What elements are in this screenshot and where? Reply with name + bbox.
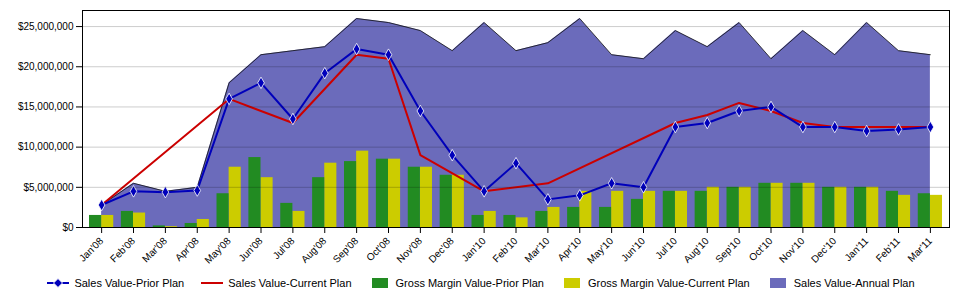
svg-text:$10,000,000: $10,000,000 <box>18 141 74 152</box>
svg-text:Nov'08: Nov'08 <box>394 235 424 265</box>
svg-text:May'08: May'08 <box>202 235 233 266</box>
svg-text:Feb'11: Feb'11 <box>874 235 903 264</box>
html-text:Sales Value-Annual Plan: Sales Value-Annual Plan <box>793 277 915 289</box>
svg-text:$25,000,000: $25,000,000 <box>18 21 74 32</box>
svg-text:Feb'10: Feb'10 <box>490 235 519 264</box>
svg-text:Aug'08: Aug'08 <box>299 235 329 265</box>
svg-text:Oct'10: Oct'10 <box>747 235 775 263</box>
svg-text:Jun'08: Jun'08 <box>236 235 265 264</box>
svg-text:Dec'10: Dec'10 <box>809 235 839 265</box>
svg-text:$20,000,000: $20,000,000 <box>18 61 74 72</box>
svg-text:Oct'08: Oct'08 <box>364 235 392 263</box>
svg-text:Feb'08: Feb'08 <box>108 235 137 264</box>
svg-text:May'10: May'10 <box>585 235 616 266</box>
svg-text:Nov'10: Nov'10 <box>777 235 807 265</box>
svg-text:Apr'10: Apr'10 <box>555 235 583 263</box>
svg-text:Jan'08: Jan'08 <box>77 235 106 264</box>
svg-text:Jun'10: Jun'10 <box>619 235 648 264</box>
html-text:Sales Value-Prior Plan: Sales Value-Prior Plan <box>74 277 185 289</box>
svg-text:Mar'08: Mar'08 <box>140 235 169 264</box>
svg-text:Dec'08: Dec'08 <box>426 235 456 265</box>
html-text:Sales Value-Current Plan: Sales Value-Current Plan <box>228 277 352 289</box>
svg-text:Jan'10: Jan'10 <box>459 235 488 264</box>
svg-text:Sep'08: Sep'08 <box>331 235 361 265</box>
svg-text:Apr'08: Apr'08 <box>173 235 201 263</box>
svg-text:Jan'11: Jan'11 <box>842 235 870 263</box>
svg-text:Mar'11: Mar'11 <box>905 235 934 264</box>
svg-text:Sep'10: Sep'10 <box>713 235 743 265</box>
svg-text:Mar'10: Mar'10 <box>522 235 551 264</box>
html-text:Gross Margin Value-Prior Plan: Gross Margin Value-Prior Plan <box>395 277 544 289</box>
svg-text:Jul'10: Jul'10 <box>653 235 679 261</box>
svg-text:Aug'10: Aug'10 <box>681 235 711 265</box>
html-text:Gross Margin Value-Current Pla: Gross Margin Value-Current Plan <box>587 277 750 289</box>
svg-text:$5,000,000: $5,000,000 <box>23 182 73 193</box>
svg-text:Jul'08: Jul'08 <box>271 235 297 261</box>
svg-text:$0: $0 <box>62 222 74 233</box>
svg-text:$15,000,000: $15,000,000 <box>18 101 74 112</box>
